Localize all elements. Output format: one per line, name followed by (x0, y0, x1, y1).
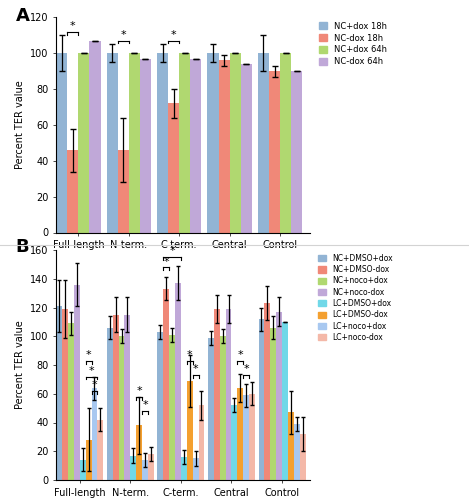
Bar (168, 104, 179, 232)
Bar (56, 54, 68, 233)
Bar (62, 309, 68, 480)
Bar (193, 458, 198, 480)
Text: B: B (16, 238, 30, 256)
Bar (142, 460, 148, 480)
Bar (243, 395, 249, 480)
Bar (163, 289, 169, 480)
Text: *: * (70, 21, 76, 31)
Bar (280, 54, 291, 233)
Text: *: * (121, 30, 126, 40)
Bar (130, 456, 136, 480)
Bar (169, 335, 175, 480)
Bar (181, 457, 187, 480)
Bar (124, 314, 130, 480)
Bar (68, 150, 78, 232)
Bar (91, 388, 98, 480)
Bar (230, 54, 241, 233)
Bar (241, 64, 252, 232)
Bar (175, 283, 181, 480)
Text: *: * (136, 386, 142, 396)
Bar (214, 309, 219, 480)
Bar (258, 319, 265, 480)
Bar (207, 54, 219, 233)
Text: *: * (169, 246, 175, 256)
Bar (158, 332, 163, 480)
Text: *: * (171, 30, 176, 40)
Bar (118, 150, 129, 232)
Y-axis label: Percent TER value: Percent TER value (15, 80, 24, 170)
Bar (294, 424, 300, 480)
Text: *: * (142, 400, 148, 410)
Bar (90, 41, 100, 232)
Bar (86, 440, 91, 480)
Bar (282, 322, 288, 480)
Text: *: * (86, 350, 91, 360)
Legend: NC+DMSO+dox, NC+DMSO-dox, NC+noco+dox, NC+noco-dox, LC+DMSO+dox, LC+DMSO-dox, LC: NC+DMSO+dox, NC+DMSO-dox, NC+noco+dox, N… (318, 254, 393, 342)
Bar (136, 426, 142, 480)
Bar (269, 71, 280, 233)
Text: *: * (243, 364, 249, 374)
Bar (208, 338, 214, 480)
Bar (198, 405, 204, 480)
Bar (157, 54, 168, 233)
Bar (106, 54, 118, 233)
Bar (98, 420, 103, 480)
Bar (56, 306, 62, 480)
Bar (148, 454, 154, 480)
Bar (232, 405, 237, 480)
Text: A: A (16, 6, 30, 25)
Bar (219, 336, 226, 480)
Bar (113, 314, 119, 480)
Bar (129, 54, 140, 233)
Legend: NC+dox 18h, NC-dox 18h, NC+dox 64h, NC-dox 64h: NC+dox 18h, NC-dox 18h, NC+dox 64h, NC-d… (319, 22, 387, 66)
Bar (190, 58, 201, 233)
Bar (237, 388, 243, 480)
Text: *: * (193, 364, 198, 374)
Bar (291, 71, 302, 233)
Bar (187, 381, 193, 480)
Bar (74, 284, 80, 480)
Bar (258, 54, 269, 233)
Text: *: * (91, 380, 97, 390)
Bar (107, 328, 113, 480)
Bar (249, 394, 255, 480)
Bar (226, 309, 232, 480)
Bar (219, 60, 230, 232)
Text: *: * (89, 366, 94, 376)
Text: *: * (163, 256, 169, 266)
Bar (270, 328, 276, 480)
Bar (276, 312, 282, 480)
Bar (300, 434, 305, 480)
Bar (140, 58, 151, 233)
Bar (78, 54, 90, 233)
Text: *: * (187, 350, 193, 360)
Text: *: * (237, 350, 243, 360)
Bar (119, 336, 124, 480)
Y-axis label: Percent TER value: Percent TER value (15, 320, 24, 410)
Bar (68, 324, 74, 480)
Bar (179, 54, 190, 233)
Bar (265, 303, 270, 480)
Bar (80, 460, 86, 480)
Bar (288, 412, 294, 480)
